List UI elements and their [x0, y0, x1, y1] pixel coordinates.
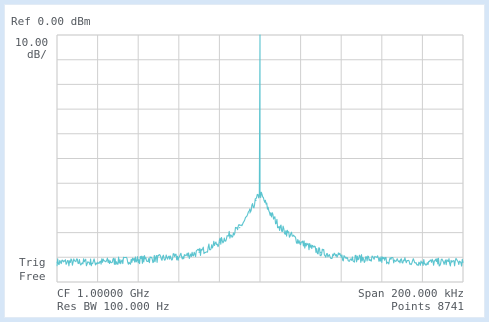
trace-point: [462, 261, 464, 263]
analyzer-screen: Ref 0.00 dBm 10.00 dB/ Trig Free CF 1.00…: [4, 4, 485, 318]
trace-point: [320, 251, 322, 253]
trace-point: [137, 259, 139, 261]
points-label: Points 8741: [391, 300, 464, 313]
trace-point: [239, 227, 241, 229]
trace-point: [198, 251, 200, 253]
trace-point: [218, 241, 220, 244]
trace-point: [259, 34, 261, 36]
center-frequency-label: CF 1.00000 GHz: [57, 287, 150, 300]
trace-point: [249, 212, 251, 214]
resolution-bandwidth-label: Res BW 100.000 Hz: [57, 300, 170, 313]
trace-point: [421, 261, 423, 263]
trig-label: Trig: [19, 256, 46, 269]
trace-point: [269, 212, 271, 214]
scale-value-label: 10.00: [15, 36, 49, 49]
trace-point: [259, 192, 261, 194]
trace-point: [255, 199, 257, 202]
trace-point: [97, 261, 99, 263]
trace-point: [279, 227, 281, 229]
span-label: Span 200.000 kHz: [358, 287, 464, 300]
trace-point: [300, 241, 302, 244]
trig-mode-label: Free: [19, 270, 46, 283]
trace-point: [340, 256, 342, 258]
spectrum-trace: [56, 34, 464, 267]
ref-level-label: Ref 0.00 dBm: [11, 15, 91, 28]
trace-point: [56, 261, 58, 263]
trace-point: [381, 259, 383, 261]
scale-unit-label: dB/: [27, 48, 47, 61]
trace-point: [178, 256, 180, 258]
trace-layer: [56, 34, 464, 267]
trace-point: [263, 199, 265, 202]
